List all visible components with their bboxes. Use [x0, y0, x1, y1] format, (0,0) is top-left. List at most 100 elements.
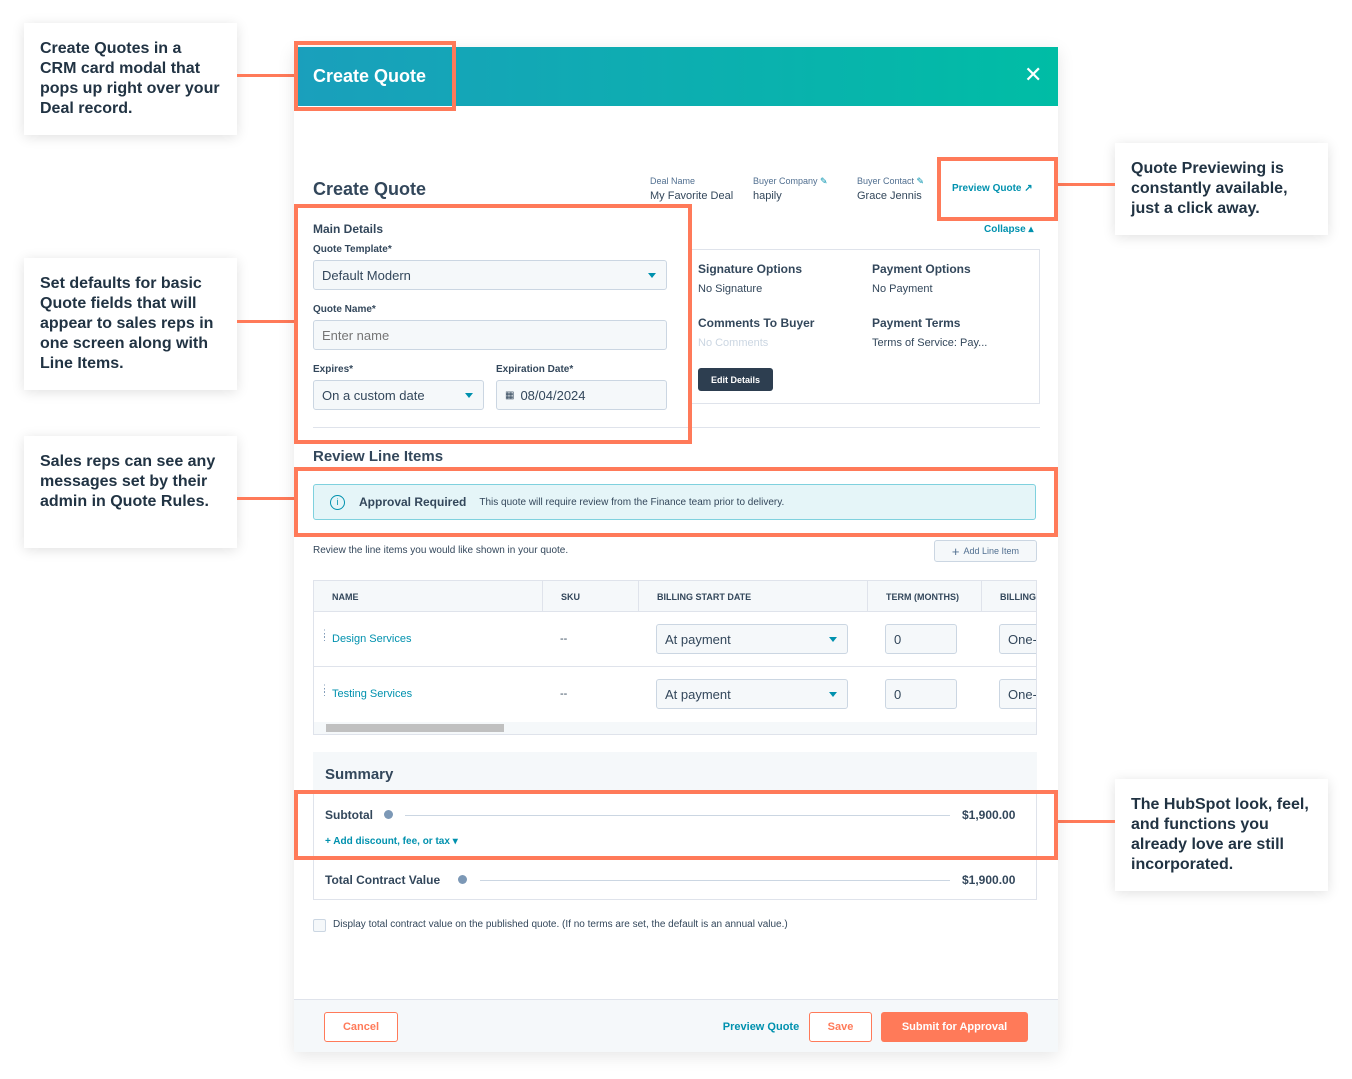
- payment-options-value: No Payment: [872, 283, 933, 295]
- buyer-company-label: Buyer Company ✎: [753, 176, 828, 187]
- expires-select[interactable]: On a custom date: [313, 380, 484, 410]
- expiration-date-input[interactable]: ▦ 08/04/2024: [496, 380, 667, 410]
- table-row: ⋮⋮ Design Services -- At payment 0 One-t: [314, 612, 1036, 667]
- column-billing-start[interactable]: BILLING START DATE: [639, 581, 868, 612]
- drag-handle-icon[interactable]: ⋮ ⋮: [320, 683, 329, 697]
- collapse-text: Collapse: [984, 224, 1026, 235]
- column-sku[interactable]: SKU: [543, 581, 639, 612]
- preview-quote-link[interactable]: Preview Quote ↗: [952, 183, 1033, 194]
- edit-details-button[interactable]: Edit Details: [698, 368, 773, 391]
- cancel-button[interactable]: Cancel: [324, 1012, 398, 1042]
- divider: [405, 815, 950, 816]
- pencil-icon[interactable]: ✎: [820, 176, 828, 186]
- line-item-name[interactable]: Design Services: [332, 633, 412, 645]
- buyer-company-label-text: Buyer Company: [753, 176, 818, 186]
- alert-text: This quote will require review from the …: [479, 496, 785, 508]
- highlight-title: [294, 41, 456, 111]
- expires-label: Expires*: [313, 364, 354, 375]
- buyer-contact: Grace Jennis: [857, 190, 922, 202]
- add-discount-link[interactable]: + Add discount, fee, or tax ▾: [325, 836, 458, 847]
- add-line-item-button[interactable]: + Add Line Item: [934, 540, 1037, 562]
- add-discount-text: + Add discount, fee, or tax: [325, 836, 450, 847]
- column-name[interactable]: NAME: [314, 581, 543, 612]
- connector: [1055, 183, 1115, 186]
- horizontal-scrollbar[interactable]: [314, 722, 1036, 734]
- collapse-link[interactable]: Collapse ▴: [984, 224, 1034, 235]
- divider: [313, 427, 1040, 428]
- info-icon[interactable]: [384, 810, 393, 819]
- modal-header: [294, 47, 1058, 106]
- highlight-main-details: [294, 204, 692, 444]
- external-link-icon: ↗: [1024, 183, 1033, 194]
- deal-name-label: Deal Name: [650, 176, 696, 186]
- save-button[interactable]: Save: [809, 1012, 872, 1042]
- info-icon[interactable]: [458, 875, 467, 884]
- approval-alert: i Approval Required This quote will requ…: [313, 484, 1036, 520]
- billing-start-value: At payment: [665, 686, 731, 702]
- line-items-table: NAME SKU BILLING START DATE TERM (MONTHS…: [313, 580, 1037, 735]
- chevron-down-icon: [465, 393, 473, 398]
- table-header: NAME SKU BILLING START DATE TERM (MONTHS…: [314, 581, 1036, 612]
- quote-name-label: Quote Name*: [313, 304, 376, 315]
- highlight-subtotal: [294, 790, 1058, 860]
- column-billing[interactable]: BILLING: [982, 581, 1036, 612]
- billing-frequency-select[interactable]: One-t: [999, 624, 1036, 654]
- column-term[interactable]: TERM (MONTHS): [868, 581, 982, 612]
- chevron-down-icon: [648, 273, 656, 278]
- payment-options-label: Payment Options: [872, 262, 971, 276]
- subtotal-label: Subtotal: [325, 808, 373, 822]
- buyer-contact-label-text: Buyer Contact: [857, 176, 915, 186]
- chevron-down-icon: [829, 637, 837, 642]
- connector: [237, 74, 297, 77]
- scrollbar-thumb[interactable]: [326, 724, 504, 732]
- line-item-sku: --: [560, 633, 568, 645]
- display-tcv-label: Display total contract value on the publ…: [333, 919, 788, 930]
- close-icon[interactable]: ✕: [1024, 62, 1043, 87]
- term-input[interactable]: 0: [885, 679, 957, 709]
- annotation-defaults: Set defaults for basic Quote fields that…: [24, 258, 237, 390]
- annotation-messages: Sales reps can see any messages set by t…: [24, 436, 237, 548]
- quote-name-input[interactable]: [313, 320, 667, 350]
- deal-name: My Favorite Deal: [650, 190, 734, 202]
- signature-options-value: No Signature: [698, 283, 763, 295]
- annotation-preview: Quote Previewing is constantly available…: [1115, 143, 1328, 235]
- add-line-item-text: Add Line Item: [963, 546, 1020, 556]
- connector: [237, 320, 297, 323]
- buyer-company: hapily: [753, 190, 782, 202]
- billing-start-value: At payment: [665, 631, 731, 647]
- comments-label: Comments To Buyer: [698, 316, 815, 330]
- expires-value: On a custom date: [322, 387, 425, 403]
- annotation-lookfeel: The HubSpot look, feel, and functions yo…: [1115, 779, 1328, 891]
- calendar-icon: ▦: [505, 389, 515, 401]
- line-item-sku: --: [560, 688, 568, 700]
- billing-start-select[interactable]: At payment: [656, 624, 848, 654]
- term-input[interactable]: 0: [885, 624, 957, 654]
- connector: [1055, 820, 1115, 823]
- modal-title: Create Quote: [313, 66, 427, 86]
- table-row: ⋮ ⋮ Testing Services -- At payment 0 One-…: [314, 667, 1036, 722]
- expiration-date-value: 08/04/2024: [520, 387, 586, 403]
- billing-start-select[interactable]: At payment: [656, 679, 848, 709]
- info-icon: i: [330, 494, 345, 510]
- tcv-value: $1,900.00: [962, 873, 1016, 887]
- drag-handle-icon[interactable]: ⋮ ⋮: [320, 628, 329, 642]
- comments-value: No Comments: [698, 337, 769, 349]
- page-title: Create Quote: [313, 179, 427, 199]
- main-details-heading: Main Details: [313, 222, 384, 236]
- quote-template-label: Quote Template*: [313, 244, 392, 255]
- pencil-icon[interactable]: ✎: [916, 176, 925, 186]
- divider: [480, 880, 950, 881]
- alert-title: Approval Required: [359, 495, 467, 509]
- review-line-items-heading: Review Line Items: [313, 448, 444, 465]
- billing-frequency-select[interactable]: One-t: [999, 679, 1036, 709]
- submit-for-approval-button[interactable]: Submit for Approval: [881, 1012, 1028, 1042]
- preview-quote-button[interactable]: Preview Quote: [722, 1021, 800, 1033]
- create-quote-modal: [294, 47, 1058, 1052]
- quote-template-select[interactable]: Default Modern: [313, 260, 667, 290]
- display-tcv-checkbox[interactable]: [313, 919, 326, 932]
- subtotal-value: $1,900.00: [962, 808, 1016, 822]
- annotation-modal: Create Quotes in a CRM card modal that p…: [24, 23, 237, 135]
- plus-icon: +: [951, 543, 960, 559]
- connector: [237, 497, 297, 500]
- line-item-name[interactable]: Testing Services: [332, 688, 413, 700]
